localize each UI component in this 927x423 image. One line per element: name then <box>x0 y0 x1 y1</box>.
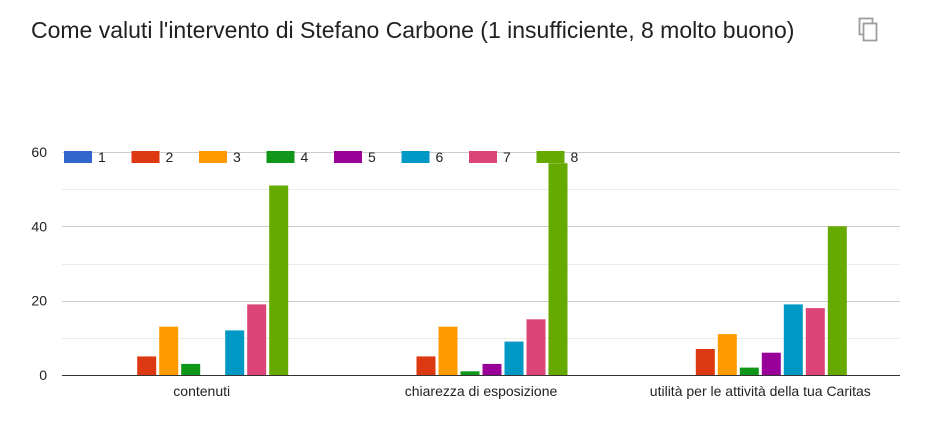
y-tick-label: 20 <box>31 293 47 309</box>
legend-label: 7 <box>503 149 511 165</box>
legend-label: 3 <box>233 149 241 165</box>
category-label: chiarezza di esposizione <box>405 383 558 399</box>
chart-title: Come valuti l'intervento di Stefano Carb… <box>31 17 795 43</box>
bar-4 <box>460 371 480 375</box>
bar-5 <box>482 363 502 375</box>
legend-label: 1 <box>98 149 106 165</box>
legend-label: 6 <box>436 149 444 165</box>
bar-3 <box>159 326 179 375</box>
bar-4 <box>181 363 201 375</box>
legend-swatch-6 <box>401 151 430 163</box>
legend-swatch-2 <box>131 151 160 163</box>
category-label: contenuti <box>173 383 230 399</box>
bar-4 <box>739 367 759 375</box>
bar-7 <box>247 304 267 375</box>
bar-6 <box>504 341 524 375</box>
bar-8 <box>548 163 568 375</box>
legend-swatch-1 <box>64 151 92 163</box>
bar-3 <box>717 334 737 375</box>
legend-label: 2 <box>166 149 174 165</box>
bar-6 <box>783 304 803 375</box>
legend-label: 5 <box>368 149 376 165</box>
bar-7 <box>526 319 546 376</box>
bar-5 <box>761 352 781 375</box>
bar-2 <box>416 356 436 375</box>
legend-label: 8 <box>571 149 579 165</box>
bar-8 <box>269 185 289 375</box>
bar-2 <box>695 349 715 375</box>
legend-swatch-7 <box>469 151 497 163</box>
bar-2 <box>137 356 157 375</box>
legend-swatch-5 <box>334 151 362 163</box>
legend-swatch-3 <box>199 151 227 163</box>
y-tick-label: 60 <box>31 144 47 160</box>
legend-swatch-8 <box>536 151 565 163</box>
bar-3 <box>438 326 458 375</box>
legend-label: 4 <box>301 149 309 165</box>
bar-6 <box>225 330 245 375</box>
y-tick-label: 0 <box>39 367 47 383</box>
legend-swatch-4 <box>266 151 295 163</box>
bar-7 <box>805 308 825 375</box>
copy-icon <box>858 17 878 42</box>
y-tick-label: 40 <box>31 218 47 234</box>
category-label: utilità per le attività della tua Carita… <box>650 383 871 399</box>
bar-8 <box>827 226 847 375</box>
copy-chart-button[interactable] <box>853 14 885 46</box>
